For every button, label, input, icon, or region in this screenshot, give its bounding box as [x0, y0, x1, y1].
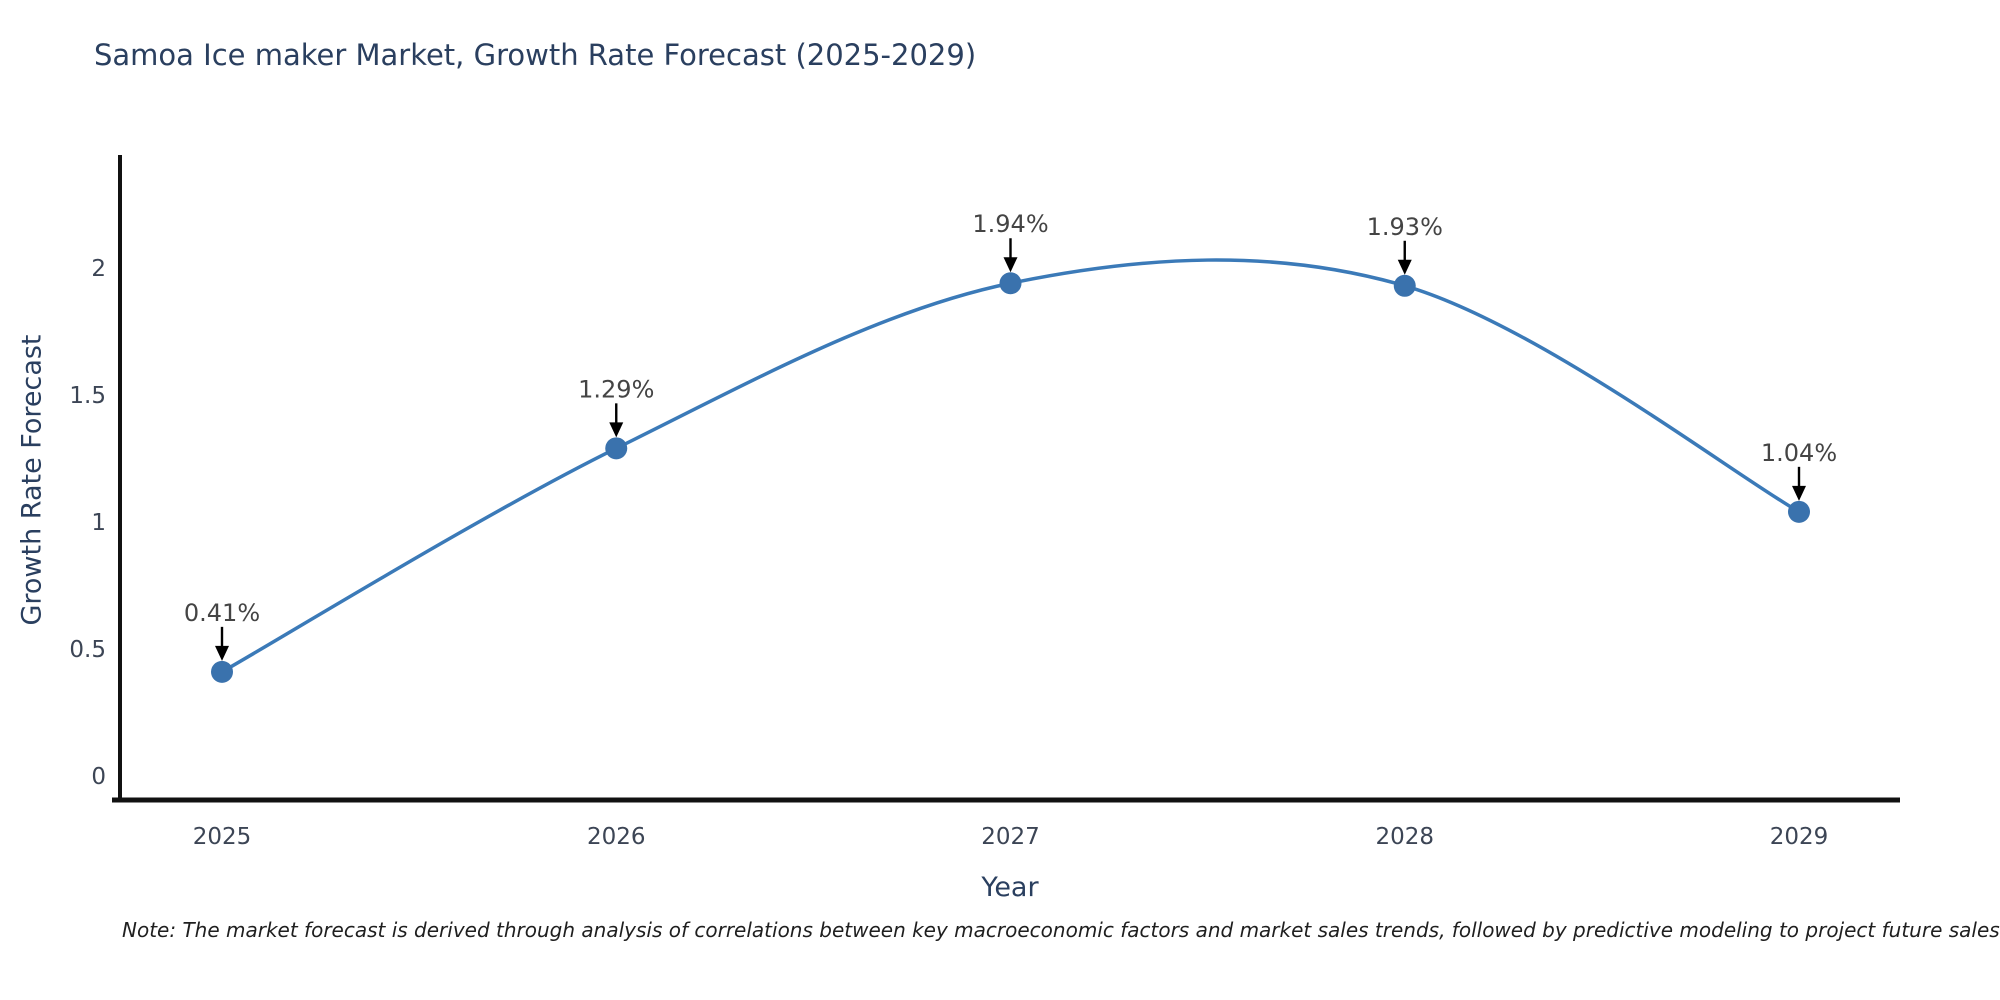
data-point-2026[interactable]: [605, 437, 628, 460]
y-tick-label: 2: [91, 256, 106, 282]
data-point-2029[interactable]: [1788, 500, 1810, 523]
y-tick-label: 1: [91, 510, 106, 536]
x-tick-label: 2025: [193, 824, 252, 850]
growth-rate-line: [221, 258, 1800, 674]
footnote: Note: The market forecast is derived thr…: [122, 918, 2000, 942]
y-tick-label: 0: [91, 764, 106, 790]
x-tick-label: 2027: [981, 824, 1040, 850]
data-point-2025[interactable]: [211, 660, 233, 683]
x-tick-label: 2029: [1770, 824, 1829, 850]
y-tick-label: 0.5: [69, 637, 106, 663]
annotation-arrowhead-icon: [1003, 257, 1018, 273]
annotation-arrowhead-icon: [609, 422, 624, 438]
point-value-label: 1.04%: [1761, 439, 1837, 467]
point-value-label: 0.41%: [184, 599, 260, 627]
annotation-arrowhead-icon: [215, 645, 229, 661]
annotation-arrowhead-icon: [1397, 259, 1412, 275]
chart-title: Samoa Ice maker Market, Growth Rate Fore…: [94, 38, 977, 72]
point-value-label: 1.29%: [578, 375, 654, 403]
y-tick-label: 1.5: [69, 383, 106, 409]
point-value-label: 1.94%: [972, 210, 1048, 238]
point-value-label: 1.93%: [1367, 213, 1443, 241]
data-point-2027[interactable]: [999, 272, 1022, 295]
x-tick-label: 2028: [1375, 824, 1434, 850]
annotation-arrowhead-icon: [1792, 485, 1806, 501]
x-axis-title: Year: [981, 872, 1039, 903]
data-point-2028[interactable]: [1393, 274, 1416, 297]
x-tick-label: 2026: [587, 824, 646, 850]
